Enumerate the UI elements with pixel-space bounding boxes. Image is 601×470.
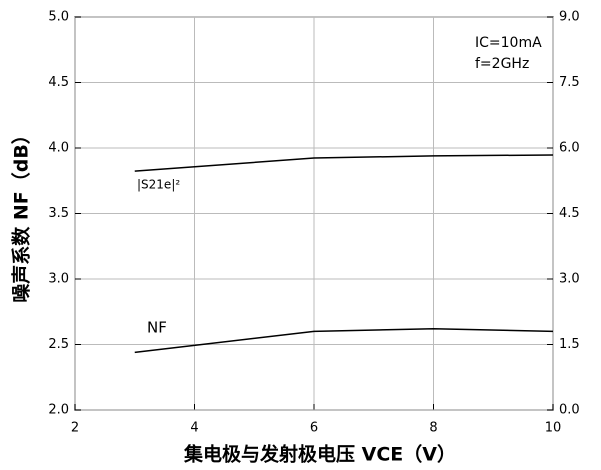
y-tick-label: 2.5 <box>48 337 69 352</box>
y2-tick-label: 0.0 <box>559 403 580 418</box>
y-tick-label: 4.5 <box>48 75 69 90</box>
y-tick-label: 3.5 <box>48 206 69 221</box>
annotation: f=2GHz <box>475 56 529 72</box>
y2-tick-label: 7.5 <box>559 75 580 90</box>
y2-tick-label: 4.5 <box>559 206 580 221</box>
x-tick-label: 4 <box>190 421 198 436</box>
series-label: NF <box>147 319 167 337</box>
series-label: |S21e|² <box>137 178 180 192</box>
y-axis-label: 噪声系数 NF（dB） <box>10 125 33 303</box>
y-tick-label: 5.0 <box>48 10 69 25</box>
y2-tick-label: 9.0 <box>559 10 580 25</box>
annotation: IC=10mA <box>475 35 542 51</box>
y-tick-label: 4.0 <box>48 141 69 156</box>
y2-tick-label: 1.5 <box>559 337 580 352</box>
x-axis-label: 集电极与发射极电压 VCE（V） <box>183 443 456 466</box>
y-tick-label: 2.0 <box>48 403 69 418</box>
y2-tick-label: 6.0 <box>559 141 580 156</box>
x-tick-label: 2 <box>71 421 79 436</box>
line <box>134 328 554 354</box>
x-tick-label: 10 <box>545 421 562 436</box>
y-tick-label: 3.0 <box>48 272 69 287</box>
y2-tick-label: 3.0 <box>559 272 580 287</box>
x-tick-label: 8 <box>429 421 437 436</box>
x-tick-label: 6 <box>310 421 318 436</box>
line <box>134 154 554 172</box>
